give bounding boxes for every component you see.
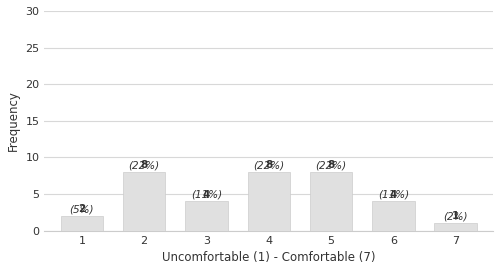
Text: (22%): (22%) <box>128 149 160 170</box>
Text: (2%): (2%) <box>444 200 468 221</box>
Bar <box>372 201 414 231</box>
Text: 8: 8 <box>140 160 148 170</box>
Text: 8: 8 <box>328 160 334 170</box>
Bar <box>310 172 352 231</box>
Bar <box>186 201 228 231</box>
Text: (11%): (11%) <box>378 178 409 199</box>
Y-axis label: Frequency: Frequency <box>7 90 20 151</box>
X-axis label: Uncomfortable (1) - Comfortable (7): Uncomfortable (1) - Comfortable (7) <box>162 251 376 264</box>
Bar <box>123 172 166 231</box>
Text: (22%): (22%) <box>253 149 284 170</box>
Text: (11%): (11%) <box>191 178 222 199</box>
Text: 1: 1 <box>452 211 460 221</box>
Bar <box>434 223 477 231</box>
Text: 4: 4 <box>203 189 210 199</box>
Text: 2: 2 <box>78 204 86 214</box>
Text: 4: 4 <box>390 189 397 199</box>
Text: 8: 8 <box>265 160 272 170</box>
Text: (5%): (5%) <box>70 193 94 214</box>
Bar <box>248 172 290 231</box>
Text: (22%): (22%) <box>316 149 346 170</box>
Bar <box>60 216 103 231</box>
